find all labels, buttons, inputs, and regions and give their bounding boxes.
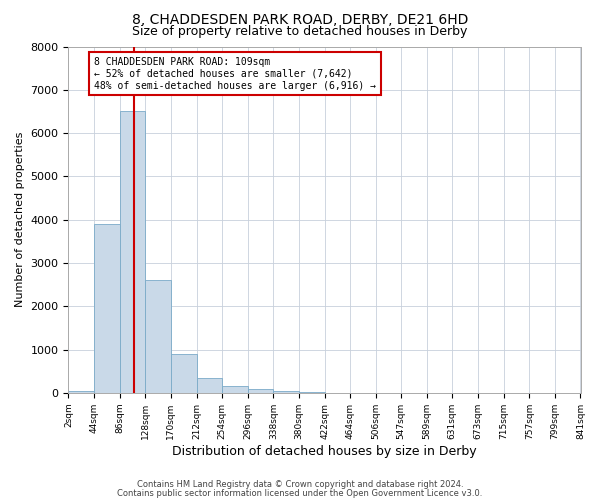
Bar bbox=[222, 386, 248, 393]
Bar bbox=[171, 354, 197, 393]
Text: 8, CHADDESDEN PARK ROAD, DERBY, DE21 6HD: 8, CHADDESDEN PARK ROAD, DERBY, DE21 6HD bbox=[132, 12, 468, 26]
Bar bbox=[119, 112, 145, 393]
Y-axis label: Number of detached properties: Number of detached properties bbox=[15, 132, 25, 308]
Bar bbox=[274, 390, 299, 393]
Bar bbox=[145, 280, 171, 393]
Text: Size of property relative to detached houses in Derby: Size of property relative to detached ho… bbox=[133, 25, 467, 38]
Text: Contains HM Land Registry data © Crown copyright and database right 2024.: Contains HM Land Registry data © Crown c… bbox=[137, 480, 463, 489]
Text: Contains public sector information licensed under the Open Government Licence v3: Contains public sector information licen… bbox=[118, 488, 482, 498]
Bar bbox=[94, 224, 119, 393]
Bar bbox=[248, 388, 274, 393]
X-axis label: Distribution of detached houses by size in Derby: Distribution of detached houses by size … bbox=[172, 444, 477, 458]
Bar bbox=[197, 378, 222, 393]
Text: 8 CHADDESDEN PARK ROAD: 109sqm
← 52% of detached houses are smaller (7,642)
48% : 8 CHADDESDEN PARK ROAD: 109sqm ← 52% of … bbox=[94, 58, 376, 90]
Bar bbox=[68, 390, 94, 393]
